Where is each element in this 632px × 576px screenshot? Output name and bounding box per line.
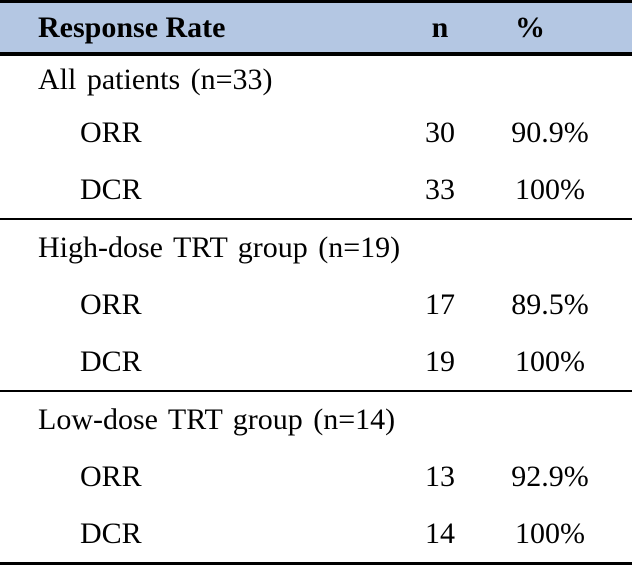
table-row-dcr: DCR 19 100% — [0, 333, 632, 390]
row-label: ORR — [80, 459, 142, 493]
section-high-dose: High-dose TRT group (n=19) ORR 17 89.5% … — [0, 220, 632, 392]
group-label-high-dose: High-dose TRT group (n=19) — [38, 231, 401, 264]
group-header-row: All patients (n=33) — [0, 56, 632, 104]
row-n-value: 14 — [425, 516, 455, 550]
row-label: ORR — [80, 287, 142, 321]
row-pct-value: 89.5% — [511, 287, 589, 321]
row-pct-value: 100% — [515, 172, 585, 206]
table-row-orr: ORR 30 90.9% — [0, 104, 632, 161]
row-pct-value: 100% — [515, 516, 585, 550]
section-all-patients: All patients (n=33) ORR 30 90.9% DCR 33 … — [0, 56, 632, 220]
group-label-low-dose: Low-dose TRT group (n=14) — [38, 403, 396, 436]
row-pct-value: 90.9% — [511, 115, 589, 149]
table-header-row: Response Rate n % — [0, 3, 632, 56]
row-n-value: 19 — [425, 344, 455, 378]
group-header-row: High-dose TRT group (n=19) — [0, 220, 632, 276]
column-header-percent: % — [515, 10, 545, 44]
row-label: ORR — [80, 115, 142, 149]
group-label-all-patients: All patients (n=33) — [38, 63, 273, 96]
group-header-row: Low-dose TRT group (n=14) — [0, 392, 632, 448]
row-pct-value: 92.9% — [511, 459, 589, 493]
table-row-dcr: DCR 33 100% — [0, 161, 632, 218]
column-header-response-rate: Response Rate — [38, 10, 226, 44]
row-n-value: 30 — [425, 115, 455, 149]
row-label: DCR — [80, 172, 142, 206]
table-row-orr: ORR 13 92.9% — [0, 448, 632, 505]
row-n-value: 13 — [425, 459, 455, 493]
table-row-orr: ORR 17 89.5% — [0, 276, 632, 333]
row-label: DCR — [80, 344, 142, 378]
table-row-dcr: DCR 14 100% — [0, 505, 632, 562]
row-label: DCR — [80, 516, 142, 550]
section-low-dose: Low-dose TRT group (n=14) ORR 13 92.9% D… — [0, 392, 632, 565]
row-n-value: 17 — [425, 287, 455, 321]
column-header-n: n — [431, 10, 449, 44]
row-n-value: 33 — [425, 172, 455, 206]
row-pct-value: 100% — [515, 344, 585, 378]
